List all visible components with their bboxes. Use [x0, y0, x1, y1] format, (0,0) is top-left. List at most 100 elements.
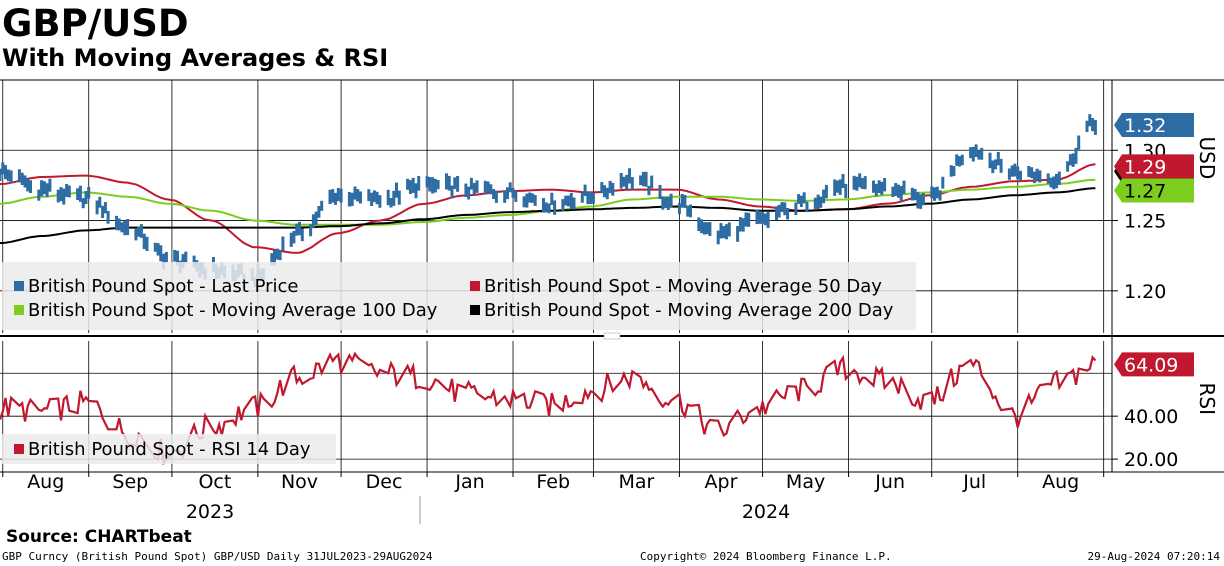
price-bar — [126, 219, 130, 236]
price-bar — [1085, 120, 1089, 132]
price-legend-box — [2, 262, 916, 330]
price-bar — [408, 180, 412, 194]
price-bar — [414, 183, 418, 199]
price-bar — [630, 177, 634, 190]
price-bar — [153, 242, 157, 252]
price-bar — [1093, 119, 1097, 135]
price-bar — [938, 190, 942, 201]
price-bar — [838, 179, 842, 195]
price-bar — [658, 184, 662, 199]
price-bar — [855, 176, 859, 191]
price-bar — [137, 226, 141, 237]
price-bar — [921, 193, 925, 206]
price-bar — [42, 181, 46, 195]
price-bar — [40, 180, 44, 197]
price-bar — [23, 175, 27, 188]
chart-legends[interactable]: British Pound Spot - Last Price British P… — [2, 262, 916, 464]
x-month-label: Aug — [27, 471, 64, 493]
price-bar — [747, 212, 751, 227]
price-bar — [572, 197, 576, 210]
price-bar — [683, 195, 687, 208]
price-bar — [542, 198, 545, 213]
legend-swatch[interactable] — [470, 281, 480, 291]
price-bar — [506, 187, 509, 200]
price-bar — [1071, 153, 1075, 167]
price-bar — [569, 192, 573, 210]
price-bar — [467, 186, 471, 200]
price-bar — [955, 154, 959, 166]
price-bar — [639, 175, 643, 186]
price-bar — [553, 200, 557, 215]
price-bar — [941, 176, 945, 189]
series-description: GBP Curncy (British Pound Spot) GBP/USD … — [2, 550, 433, 563]
price-bar — [996, 152, 1000, 166]
price-bar — [0, 168, 2, 182]
price-bar — [783, 202, 787, 216]
price-bar — [913, 189, 917, 201]
price-bar — [777, 204, 781, 218]
price-bar — [1007, 168, 1011, 180]
price-bar — [142, 233, 146, 250]
price-bar — [880, 181, 884, 195]
price-bar — [1066, 161, 1070, 172]
price-bar — [935, 186, 939, 199]
price-bar — [270, 253, 274, 266]
price-bar — [84, 191, 88, 205]
legend-swatch[interactable] — [14, 305, 24, 315]
legend-swatch[interactable] — [14, 281, 24, 291]
price-bar — [184, 251, 188, 263]
price-bar — [727, 222, 731, 237]
price-bar — [450, 185, 454, 199]
price-bar — [550, 192, 554, 205]
price-bar — [320, 200, 324, 211]
price-y-tick-label: 1.20 — [1124, 281, 1166, 303]
legend-label: British Pound Spot - RSI 14 Day — [28, 439, 311, 460]
price-bar — [863, 176, 867, 190]
price-bar — [173, 249, 177, 262]
price-bar — [372, 190, 376, 203]
price-bar — [669, 193, 673, 208]
price-bar — [428, 177, 432, 192]
price-bar — [367, 189, 371, 202]
price-bar — [1091, 118, 1095, 132]
price-bar — [547, 203, 551, 214]
price-bar — [4, 165, 7, 180]
price-bar — [775, 206, 778, 221]
price-bar — [1027, 166, 1031, 177]
price-bar — [974, 144, 978, 157]
price-bar — [87, 187, 91, 199]
legend-swatch[interactable] — [14, 444, 24, 454]
price-bar — [883, 178, 887, 192]
legend-label: British Pound Spot - Last Price — [28, 276, 299, 297]
tag-ma100-text: 1.27 — [1124, 180, 1166, 202]
legend-swatch[interactable] — [470, 305, 480, 315]
price-bar — [933, 187, 936, 201]
price-bar — [628, 168, 631, 184]
price-bar — [991, 160, 995, 174]
price-bar — [874, 183, 878, 197]
price-bar — [145, 236, 149, 251]
chart-axes: Aug Sep Oct Nov Dec Jan Feb Mar Apr May Jun Jul Aug 2… — [0, 79, 1224, 524]
price-bar — [608, 180, 612, 194]
price-bar — [350, 192, 354, 206]
tag-ma100 — [1114, 178, 1194, 203]
panel-divider-handle — [603, 332, 621, 340]
price-bar — [930, 186, 934, 199]
price-bar — [1049, 177, 1053, 188]
legend-label: British Pound Spot - Moving Average 100 … — [28, 300, 438, 321]
x-year-label: 2023 — [186, 501, 234, 523]
rsi-y-tick-label: 20.00 — [1124, 449, 1178, 471]
price-bar — [397, 190, 401, 205]
price-bar — [59, 187, 63, 202]
price-bar — [852, 175, 856, 190]
price-bar — [716, 230, 720, 245]
price-bar — [95, 200, 99, 215]
price-bar — [494, 190, 498, 203]
price-bar — [530, 193, 534, 203]
price-bar — [17, 169, 21, 183]
price-bar — [447, 175, 451, 191]
price-bar — [317, 206, 321, 218]
price-bar — [181, 254, 185, 269]
price-bar — [309, 224, 313, 237]
price-bar — [641, 171, 645, 187]
